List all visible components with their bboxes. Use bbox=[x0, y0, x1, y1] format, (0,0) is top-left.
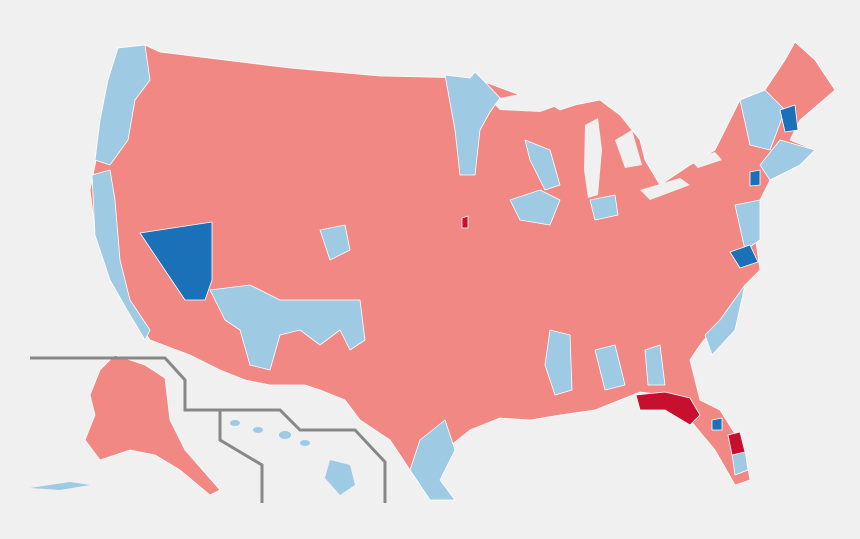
alaska-blue bbox=[30, 482, 90, 490]
continental-us bbox=[89, 41, 836, 501]
dark-blue-districts bbox=[139, 104, 799, 431]
hawaii-inset-line bbox=[218, 410, 264, 503]
alaska-inset-line bbox=[30, 356, 387, 503]
great-lakes bbox=[490, 92, 722, 200]
alaska bbox=[84, 354, 221, 496]
hawaii bbox=[230, 420, 355, 495]
blue-districts bbox=[91, 44, 816, 501]
dark-red-districts bbox=[461, 215, 746, 456]
